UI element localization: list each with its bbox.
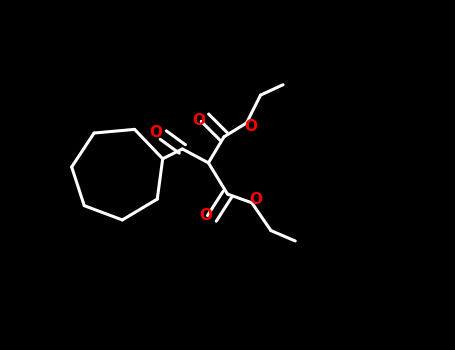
Text: O: O <box>149 125 162 140</box>
Text: O: O <box>199 208 212 223</box>
Text: O: O <box>244 119 257 134</box>
Text: O: O <box>192 113 205 128</box>
Text: O: O <box>249 192 263 207</box>
